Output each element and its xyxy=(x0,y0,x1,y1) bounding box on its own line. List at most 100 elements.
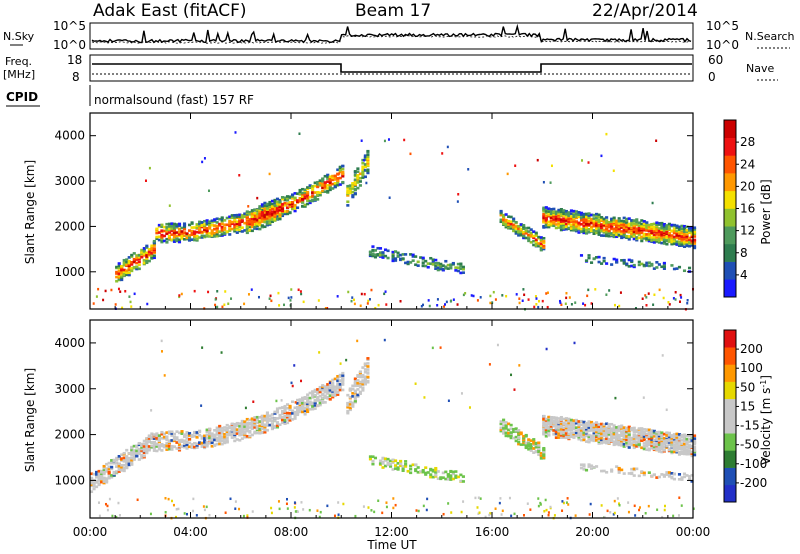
echo-cell xyxy=(243,425,247,428)
echo-cell xyxy=(660,231,664,234)
echo-cell xyxy=(504,218,508,222)
noise-cell xyxy=(574,301,577,304)
colorbar-tick-label: 200 xyxy=(740,342,763,356)
echo-cell xyxy=(680,439,684,442)
echo-cell xyxy=(230,222,234,226)
echo-cell xyxy=(595,423,599,426)
echo-cell xyxy=(160,444,164,448)
noise-cell xyxy=(370,288,373,292)
echo-cell xyxy=(557,420,561,423)
echo-cell xyxy=(285,206,290,210)
echo-cell xyxy=(165,241,169,244)
echo-cell xyxy=(120,457,124,460)
echo-cell xyxy=(687,475,692,478)
echo-cell xyxy=(318,385,322,389)
echo-cell xyxy=(336,168,340,172)
echo-cell xyxy=(607,441,611,445)
echo-cell xyxy=(527,233,531,237)
echo-cell xyxy=(592,431,596,435)
echo-cell xyxy=(225,223,229,227)
echo-cell xyxy=(102,466,106,470)
echo-cell xyxy=(316,404,320,407)
echo-cell xyxy=(399,257,403,261)
echo-cell xyxy=(682,450,687,454)
echo-cell xyxy=(240,422,244,425)
echo-cell xyxy=(170,444,174,448)
echo-cell xyxy=(263,201,267,205)
echo-cell xyxy=(632,446,636,450)
echo-cell xyxy=(117,262,121,265)
echo-cell xyxy=(353,389,357,393)
noise-right-tick-bottom: 10^0 xyxy=(706,38,739,52)
echo-cell xyxy=(552,210,556,214)
noise-cell xyxy=(278,507,281,511)
echo-cell xyxy=(592,432,596,436)
echo-cell xyxy=(115,465,119,469)
echo-cell xyxy=(220,442,224,446)
noise-cell xyxy=(653,293,656,297)
echo-cell xyxy=(190,433,194,437)
y-tick-label: 3000 xyxy=(54,382,85,396)
echo-cell xyxy=(559,429,563,433)
echo-cell xyxy=(291,193,295,197)
noise-cell xyxy=(570,303,573,306)
echo-cell xyxy=(260,220,264,223)
echo-cell xyxy=(270,422,275,425)
echo-cell xyxy=(667,473,671,476)
x-tick-label: 00:00 xyxy=(73,525,108,539)
echo-cell xyxy=(622,233,626,236)
echo-cell xyxy=(97,476,101,480)
echo-cell xyxy=(185,440,189,443)
echo-cell xyxy=(665,446,669,449)
echo-cell xyxy=(361,379,365,382)
echo-cell xyxy=(670,223,674,227)
echo-cell xyxy=(537,444,541,447)
echo-cell xyxy=(263,428,267,432)
echo-cell xyxy=(562,417,566,421)
echo-cell xyxy=(333,390,337,394)
echo-cell xyxy=(559,228,563,232)
echo-cell xyxy=(454,266,458,269)
echo-cell xyxy=(255,415,259,419)
echo-cell xyxy=(182,435,187,438)
echo-cell xyxy=(600,226,604,230)
echo-cell xyxy=(336,386,340,390)
echo-cell xyxy=(579,423,584,427)
echo-cell xyxy=(311,198,315,202)
echo-cell xyxy=(293,417,297,420)
echo-cell xyxy=(587,433,591,437)
echo-cell xyxy=(592,224,596,228)
echo-cell xyxy=(657,439,661,442)
echo-cell xyxy=(522,234,526,238)
echo-cell xyxy=(617,433,621,437)
echo-cell xyxy=(680,240,684,244)
echo-cell xyxy=(549,428,553,432)
echo-cell xyxy=(243,215,247,218)
noise-cell xyxy=(296,510,299,513)
echo-cell xyxy=(145,259,149,262)
cpid-label: CPID xyxy=(6,90,38,104)
echo-cell xyxy=(627,441,631,445)
echo-cell xyxy=(655,236,659,239)
echo-cell xyxy=(318,181,322,185)
echo-cell xyxy=(687,244,692,248)
echo-cell xyxy=(303,401,307,405)
noise-cell xyxy=(370,509,373,512)
echo-cell xyxy=(499,422,503,426)
echo-cell xyxy=(564,426,568,430)
noise-cell xyxy=(680,296,683,299)
echo-cell xyxy=(90,476,94,480)
echo-cell xyxy=(180,438,184,442)
echo-cell xyxy=(554,215,558,218)
echo-cell xyxy=(338,383,342,386)
echo-cell xyxy=(584,226,589,229)
noise-cell xyxy=(270,511,273,515)
echo-cell xyxy=(162,435,166,439)
noise-cell xyxy=(345,358,348,362)
echo-cell xyxy=(401,464,405,468)
echo-cell xyxy=(105,480,109,484)
echo-cell xyxy=(529,231,533,235)
echo-cell xyxy=(544,207,548,211)
echo-cell xyxy=(446,473,450,476)
echo-cell xyxy=(318,398,322,402)
